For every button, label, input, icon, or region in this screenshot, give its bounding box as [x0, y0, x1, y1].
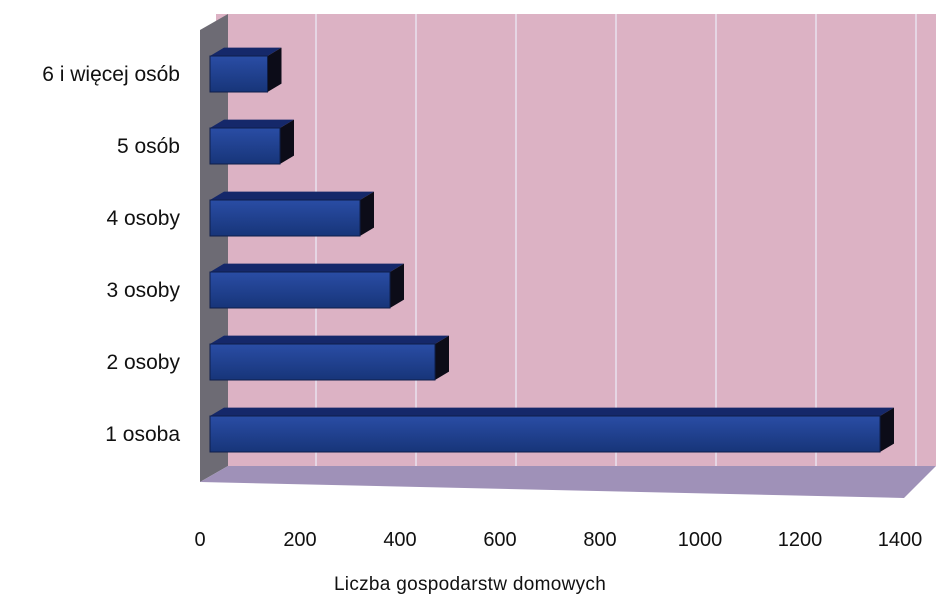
floor — [200, 466, 936, 498]
category-axis: 1 osoba 2 osoby 3 osoby 4 osoby 5 osób 6 i wi… — [42, 63, 180, 446]
bar — [209, 127, 281, 165]
bar-side — [267, 47, 282, 92]
bar-top — [210, 263, 404, 272]
bar-top — [210, 407, 894, 416]
x-tick-label: 600 — [483, 529, 516, 551]
bar-side — [390, 263, 404, 308]
y-category-label: 6 i więcej osób — [42, 63, 180, 86]
bar-top — [210, 119, 294, 128]
x-tick-label: 800 — [583, 529, 616, 551]
x-tick-label: 1000 — [678, 529, 723, 551]
bar-top — [210, 335, 449, 344]
bar-side — [360, 191, 374, 236]
chart-bars — [209, 47, 894, 453]
back-wall — [216, 14, 936, 466]
chart-gridlines — [315, 14, 917, 466]
y-category-label: 2 osoby — [106, 351, 180, 374]
x-tick-label: 1200 — [778, 529, 823, 551]
y-category-label: 3 osoby — [106, 279, 180, 302]
bar — [209, 271, 391, 309]
bar-top — [210, 191, 374, 200]
bar-side — [880, 407, 894, 452]
x-tick-label: 1400 — [878, 529, 923, 551]
y-category-label: 4 osoby — [106, 207, 180, 230]
bar — [209, 199, 361, 237]
bar — [209, 55, 268, 93]
y-category-label: 1 osoba — [105, 423, 180, 446]
x-tick-label: 200 — [283, 529, 316, 551]
x-tick-label: 0 — [194, 529, 205, 551]
y-category-label: 5 osób — [117, 135, 180, 158]
bar — [209, 343, 436, 381]
x-axis-title: Liczba gospodarstw domowych — [334, 574, 606, 595]
bar-side — [435, 335, 449, 380]
bar-side — [280, 119, 294, 164]
value-axis: 0 200 400 600 800 1000 1200 1400 — [194, 529, 922, 551]
x-tick-label: 400 — [383, 529, 416, 551]
bar-top — [210, 47, 282, 56]
bar — [209, 415, 881, 453]
